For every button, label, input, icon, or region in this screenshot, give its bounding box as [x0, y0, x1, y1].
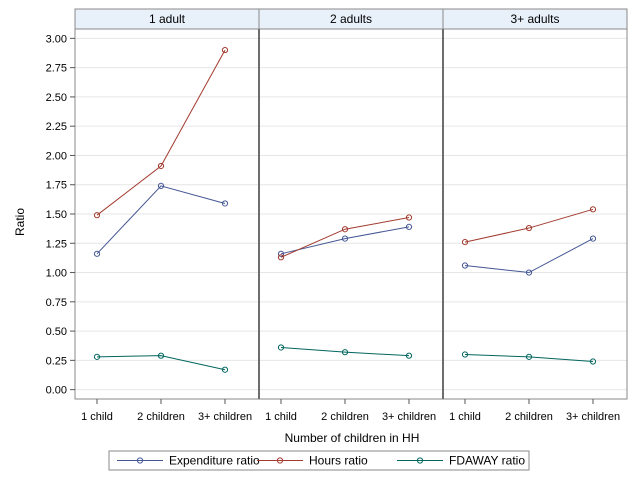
data-point [341, 226, 349, 233]
panel-label-1: 1 adult [149, 12, 186, 26]
x-tick-label: 2 children [321, 411, 369, 423]
x-tick-label: 3+ children [382, 411, 436, 423]
data-point [589, 206, 597, 213]
series-line-2 [464, 208, 594, 243]
legend-swatch-marker [416, 457, 424, 464]
data-point [93, 250, 101, 257]
series-line-3 [96, 355, 226, 371]
legend-swatch-marker [136, 457, 144, 464]
series-line-3 [464, 354, 594, 363]
legend-swatch-marker [276, 457, 284, 464]
data-point [405, 223, 413, 230]
y-tick-label: 0.00 [46, 385, 67, 397]
data-point [157, 182, 165, 189]
y-tick-label: 0.25 [46, 355, 67, 367]
data-point [405, 214, 413, 221]
series-line-1 [464, 238, 594, 274]
data-point [525, 224, 533, 232]
data-point [405, 352, 413, 359]
data-layer [93, 46, 597, 373]
x-tick-label: 1 child [81, 411, 113, 423]
data-point [157, 162, 165, 170]
legend-label: Expenditure ratio [169, 454, 260, 468]
y-tick-label: 1.00 [46, 268, 67, 280]
data-point [525, 269, 533, 276]
data-point [589, 235, 597, 242]
data-point [277, 250, 285, 257]
series-line-2 [280, 217, 410, 258]
y-tick-label: 0.75 [46, 297, 67, 309]
y-tick-label: 1.25 [46, 238, 67, 250]
x-axis: 1 child 2 children 3+ children 1 child 2 chi… [81, 399, 620, 423]
y-tick-label: 1.50 [46, 209, 67, 221]
y-axis-title: Ratio [13, 208, 27, 236]
panel-label-3: 3+ adults [510, 12, 559, 26]
x-tick-label: 2 children [137, 411, 185, 423]
x-tick-label: 1 child [265, 411, 297, 423]
data-point [221, 366, 229, 373]
y-tick-label: 2.50 [46, 92, 67, 104]
legend-label: FDAWAY ratio [449, 454, 525, 468]
data-point [93, 212, 101, 219]
data-point [221, 46, 229, 54]
data-point [341, 235, 349, 242]
series-line-1 [96, 185, 226, 255]
data-point [277, 344, 285, 351]
data-point [461, 239, 469, 246]
x-axis-title: Number of children in HH [285, 431, 420, 445]
series-line-1 [280, 226, 410, 255]
legend-label: Hours ratio [309, 454, 368, 468]
series-line-2 [96, 49, 226, 216]
y-axis: 0.00 0.25 0.50 0.75 1.00 1.25 1.50 1.75 2.00 2.25… [46, 33, 75, 397]
panel-label-2: 2 adults [330, 12, 372, 26]
series-line-3 [280, 346, 410, 357]
plot-frames: 1 adult 2 adults 3+ adults [74, 8, 628, 400]
y-tick-label: 3.00 [46, 33, 67, 45]
data-point [93, 353, 101, 360]
y-tick-label: 2.00 [46, 150, 67, 162]
x-tick-label: 3+ children [566, 411, 620, 423]
data-point [461, 351, 469, 358]
legend: Expenditure ratio Hours ratio FDAWAY ratio [108, 450, 530, 471]
x-tick-label: 1 child [449, 411, 481, 423]
legend-box [108, 450, 530, 471]
data-point [221, 200, 229, 207]
data-point [525, 353, 533, 360]
x-tick-label: 3+ children [198, 411, 252, 423]
y-tick-label: 1.75 [46, 180, 67, 192]
data-point [157, 352, 165, 359]
y-tick-label: 0.50 [46, 326, 67, 338]
data-point [461, 262, 469, 269]
x-tick-label: 2 children [505, 411, 553, 423]
y-tick-label: 2.25 [46, 121, 67, 133]
data-point [341, 349, 349, 356]
data-point [589, 358, 597, 365]
y-tick-label: 2.75 [46, 63, 67, 75]
data-point [277, 254, 285, 261]
